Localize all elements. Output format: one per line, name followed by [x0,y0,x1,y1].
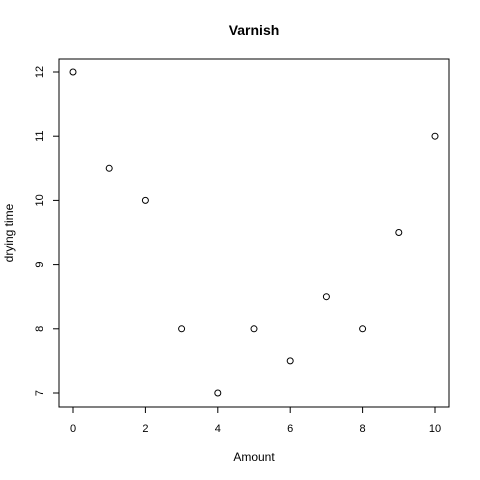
data-point [141,196,149,204]
x-tick-label: 6 [287,423,293,435]
data-point [431,132,439,140]
y-axis: 7 8 9 10 11 12 [34,66,60,396]
data-point [105,164,113,172]
y-tick-label: 8 [34,326,46,332]
data-point [69,68,77,76]
data-point [178,325,186,333]
data-point [286,357,294,365]
x-tick-label: 2 [142,423,148,435]
data-point [214,389,222,397]
data-point [395,229,403,236]
data-point [250,325,258,333]
chart-title: Varnish [229,22,280,38]
y-axis-label: drying time [2,203,16,262]
data-point [359,325,367,333]
x-axis: 0 2 4 6 8 10 [70,406,441,435]
y-tick-label: 12 [34,66,46,78]
data-point [322,293,330,301]
x-axis-label: Amount [233,450,275,464]
y-tick-label: 10 [34,194,46,206]
y-tick-label: 9 [34,262,46,268]
data-points [69,68,439,397]
y-tick-label: 7 [34,390,46,396]
x-tick-label: 8 [360,423,366,435]
x-tick-label: 4 [215,423,221,435]
y-tick-label: 11 [34,130,46,141]
plot-frame [58,58,450,408]
x-tick-label: 0 [70,423,76,435]
x-tick-label: 10 [429,423,441,435]
